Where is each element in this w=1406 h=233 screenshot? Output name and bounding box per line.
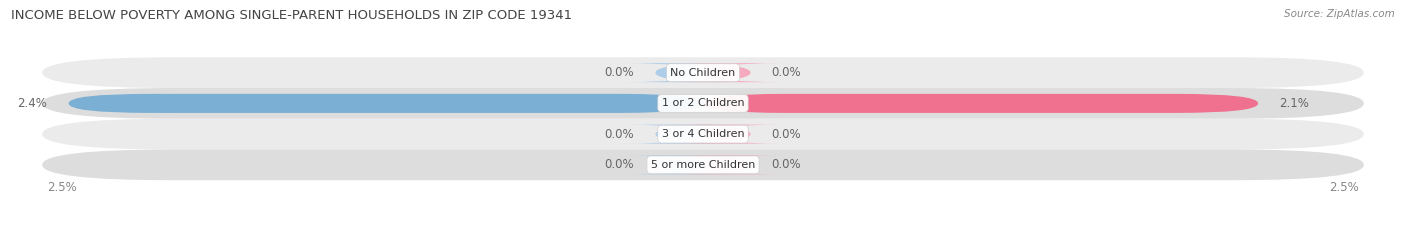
FancyBboxPatch shape — [69, 94, 703, 113]
Text: 0.0%: 0.0% — [772, 66, 801, 79]
FancyBboxPatch shape — [621, 125, 737, 144]
FancyBboxPatch shape — [621, 155, 737, 174]
Text: 0.0%: 0.0% — [605, 158, 634, 171]
Text: 0.0%: 0.0% — [605, 66, 634, 79]
FancyBboxPatch shape — [669, 63, 785, 82]
FancyBboxPatch shape — [621, 63, 737, 82]
Text: INCOME BELOW POVERTY AMONG SINGLE-PARENT HOUSEHOLDS IN ZIP CODE 19341: INCOME BELOW POVERTY AMONG SINGLE-PARENT… — [11, 9, 572, 22]
Text: 2.5%: 2.5% — [1329, 181, 1358, 194]
Text: 1 or 2 Children: 1 or 2 Children — [662, 98, 744, 108]
FancyBboxPatch shape — [42, 150, 1364, 180]
FancyBboxPatch shape — [669, 125, 785, 144]
Text: 0.0%: 0.0% — [772, 128, 801, 141]
Text: 3 or 4 Children: 3 or 4 Children — [662, 129, 744, 139]
Text: 2.4%: 2.4% — [18, 97, 48, 110]
FancyBboxPatch shape — [703, 94, 1258, 113]
FancyBboxPatch shape — [42, 88, 1364, 119]
Text: No Children: No Children — [671, 68, 735, 78]
Text: 5 or more Children: 5 or more Children — [651, 160, 755, 170]
Text: 2.1%: 2.1% — [1279, 97, 1309, 110]
FancyBboxPatch shape — [42, 57, 1364, 88]
Text: 2.5%: 2.5% — [48, 181, 77, 194]
FancyBboxPatch shape — [42, 119, 1364, 150]
Text: Source: ZipAtlas.com: Source: ZipAtlas.com — [1284, 9, 1395, 19]
Text: 0.0%: 0.0% — [772, 158, 801, 171]
Text: 0.0%: 0.0% — [605, 128, 634, 141]
FancyBboxPatch shape — [669, 155, 785, 174]
